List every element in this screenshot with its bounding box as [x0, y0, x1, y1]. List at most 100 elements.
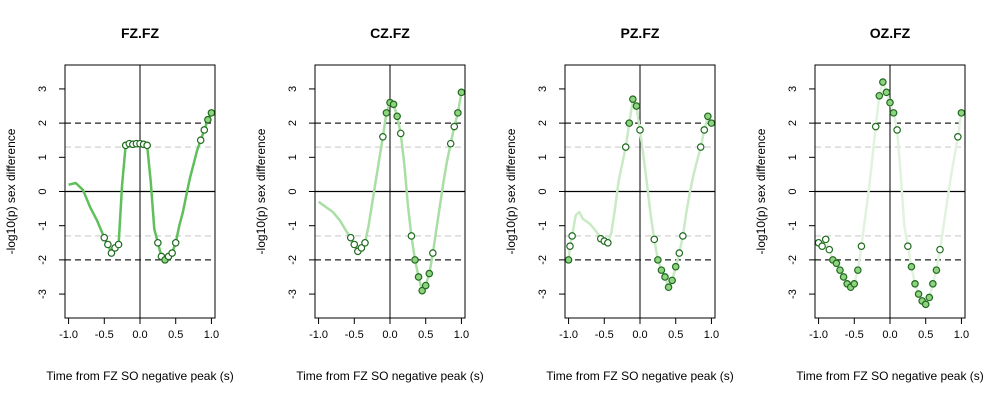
data-point: [382, 109, 391, 117]
data-point: [414, 273, 423, 281]
data-point: [357, 244, 366, 252]
data-point: [654, 256, 662, 264]
data-point: [925, 293, 934, 302]
data-point: [154, 238, 162, 247]
data-point: [629, 95, 637, 103]
x-tick-label: 1.0: [454, 329, 469, 341]
x-tick-label: 0.5: [668, 329, 683, 341]
y-tick-label: -2: [537, 255, 549, 265]
y-tick-label: 3: [787, 86, 799, 92]
data-point: [696, 143, 705, 151]
y-tick-label: 0: [787, 188, 799, 194]
y-tick-label: -3: [537, 289, 549, 299]
data-point: [143, 141, 151, 150]
panel-title: OZ.FZ: [870, 25, 911, 41]
y-axis-label: -log10(p) sex difference: [754, 128, 768, 254]
x-tick-label: 0.5: [918, 329, 933, 341]
data-point: [196, 136, 205, 145]
y-tick-label: 2: [287, 120, 299, 126]
series-line: [567, 97, 713, 289]
data-point: [854, 266, 862, 274]
data-point: [418, 286, 426, 295]
data-point: [568, 232, 576, 240]
y-tick-label: 3: [537, 86, 549, 92]
y-tick-label: -3: [287, 289, 299, 299]
data-point: [632, 102, 641, 110]
x-tick-label: -1.0: [809, 329, 828, 341]
panel-title: CZ.FZ: [370, 25, 410, 41]
data-point: [889, 109, 898, 117]
panel-cz-fz: CZ.FZ -1.0 -0.5 0.0 0.5 1.0 -3 -2 -1 0 1 2 3 Time fro…: [254, 25, 484, 383]
data-point: [661, 273, 669, 281]
x-tick-label: 0.5: [418, 329, 433, 341]
data-point: [832, 259, 841, 268]
data-point: [700, 126, 709, 134]
data-point: [411, 256, 419, 264]
y-axis-label: -log10(p) sex difference: [254, 128, 268, 254]
data-point: [425, 269, 434, 278]
data-point: [457, 88, 466, 97]
data-point: [675, 249, 684, 257]
x-tick-label: -0.5: [95, 329, 114, 341]
y-tick-label: -2: [37, 255, 49, 265]
x-tick-label: 1.0: [204, 329, 219, 341]
x-axis-label: Time from FZ SO negative peak (s): [546, 369, 734, 383]
data-point: [825, 245, 834, 254]
x-tick-label: 0.0: [132, 329, 147, 341]
y-tick-label: -2: [787, 255, 799, 265]
data-point: [171, 238, 180, 247]
y-tick-label: 2: [537, 120, 549, 126]
data-point: [429, 249, 437, 257]
data-point: [446, 139, 455, 148]
data-point: [911, 280, 919, 288]
data-point: [350, 240, 359, 249]
data-point: [407, 232, 416, 240]
x-tick-label: 1.0: [954, 329, 969, 341]
data-point: [904, 242, 912, 251]
x-tick-label: -1.0: [309, 329, 328, 341]
y-tick-label: 1: [37, 154, 49, 160]
data-point: [857, 242, 866, 251]
data-point: [396, 129, 405, 138]
data-point: [393, 112, 401, 121]
data-point: [929, 280, 937, 288]
data-point: [932, 266, 941, 274]
data-point: [839, 273, 848, 281]
data-point: [114, 240, 123, 249]
y-axis-label: -log10(p) sex difference: [504, 128, 518, 254]
data-point: [625, 119, 634, 127]
data-point: [821, 235, 830, 244]
x-tick-label: 0.0: [882, 329, 897, 341]
y-tick-label: 2: [787, 120, 799, 126]
data-point: [389, 100, 398, 109]
data-point: [168, 249, 176, 257]
data-point: [679, 232, 687, 240]
x-tick-label: 0.0: [632, 329, 647, 341]
data-point: [450, 122, 459, 131]
y-tick-label: -1: [287, 221, 299, 231]
y-tick-label: -3: [37, 289, 49, 299]
data-point: [671, 262, 680, 271]
data-point: [100, 233, 109, 242]
y-tick-label: 1: [287, 154, 299, 160]
panel-fz-fz: FZ.FZ -1.0 -0.5 0.0 0.5 1.0 -3 -2 -1 0 1 2 3 Time fro…: [4, 25, 234, 383]
data-point: [657, 266, 666, 274]
x-tick-label: -1.0: [559, 329, 578, 341]
x-tick-label: 1.0: [704, 329, 719, 341]
panel-pz-fz: PZ.FZ -1.0 -0.5 0.0 0.5 1.0 -3 -2 -1 0 1 2 3 Time fro…: [504, 25, 734, 383]
data-point: [879, 78, 887, 86]
data-point: [818, 242, 826, 251]
y-axis-label: -log10(p) sex difference: [4, 128, 18, 254]
x-tick-label: -0.5: [845, 329, 864, 341]
x-tick-label: -0.5: [595, 329, 614, 341]
y-tick-label: -1: [37, 221, 49, 231]
data-point: [954, 132, 962, 141]
data-point: [882, 88, 891, 97]
x-axis-label: Time from FZ SO negative peak (s): [796, 369, 984, 383]
data-point: [893, 126, 901, 134]
data-point: [914, 290, 923, 298]
y-tick-label: 1: [537, 154, 549, 160]
y-tick-label: -1: [537, 221, 549, 231]
data-point: [346, 233, 355, 242]
